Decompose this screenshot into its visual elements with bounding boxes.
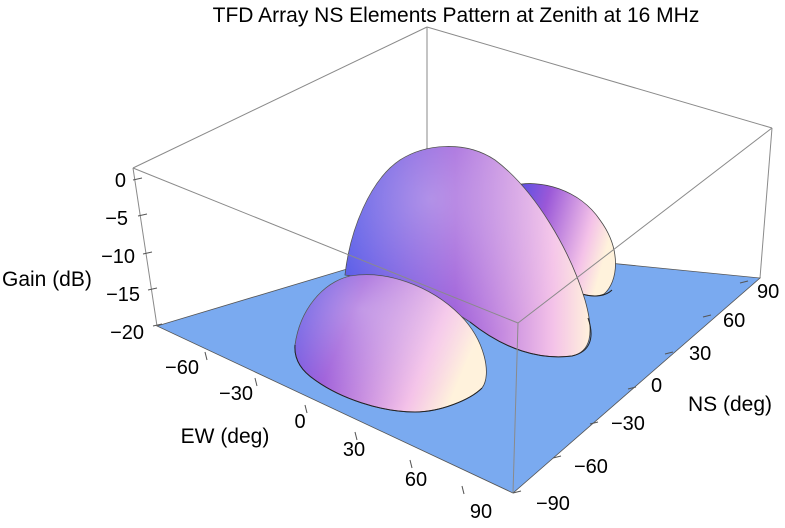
z-axis-label: Gain (dB)	[2, 268, 92, 291]
x-tick-label: −60	[165, 357, 199, 379]
z-tick-label: −5	[105, 208, 128, 230]
y-tick-label: 30	[689, 343, 711, 365]
bounding-box-back	[132, 26, 773, 279]
x-tick-label: 90	[470, 501, 492, 523]
x-axis-label: EW (deg)	[181, 425, 270, 448]
main-lobe	[344, 146, 592, 358]
bounding-box-front	[132, 127, 773, 494]
x-axis-ticks: −60 −30 0 30 60 90	[165, 357, 492, 523]
y-tick-label: −30	[611, 413, 645, 435]
y-tick-label: −90	[536, 493, 570, 515]
side-lobe-front	[294, 274, 487, 413]
z-tick-label: 0	[115, 170, 126, 192]
x-tick-label: 60	[405, 469, 427, 491]
tick-marks	[132, 177, 749, 495]
z-axis-ticks: 0 −5 −10 −15 −20	[101, 170, 144, 344]
x-tick-label: −30	[219, 383, 253, 405]
x-tick-label: 0	[294, 411, 305, 433]
z-tick-label: −20	[110, 322, 144, 344]
y-axis-ticks: −90 −60 −30 0 30 60 90	[536, 281, 779, 515]
z-tick-label: −10	[101, 246, 135, 268]
y-tick-label: 0	[651, 375, 662, 397]
y-tick-label: 60	[723, 310, 745, 332]
y-axis-label: NS (deg)	[688, 393, 772, 416]
chart-title: TFD Array NS Elements Pattern at Zenith …	[213, 4, 700, 27]
plot-title: TFD Array NS Elements Pattern at Zenith …	[213, 4, 700, 27]
y-tick-label: −60	[574, 456, 608, 478]
x-tick-label: 30	[343, 439, 365, 461]
z-tick-label: −15	[106, 284, 140, 306]
y-tick-label: 90	[757, 281, 779, 303]
